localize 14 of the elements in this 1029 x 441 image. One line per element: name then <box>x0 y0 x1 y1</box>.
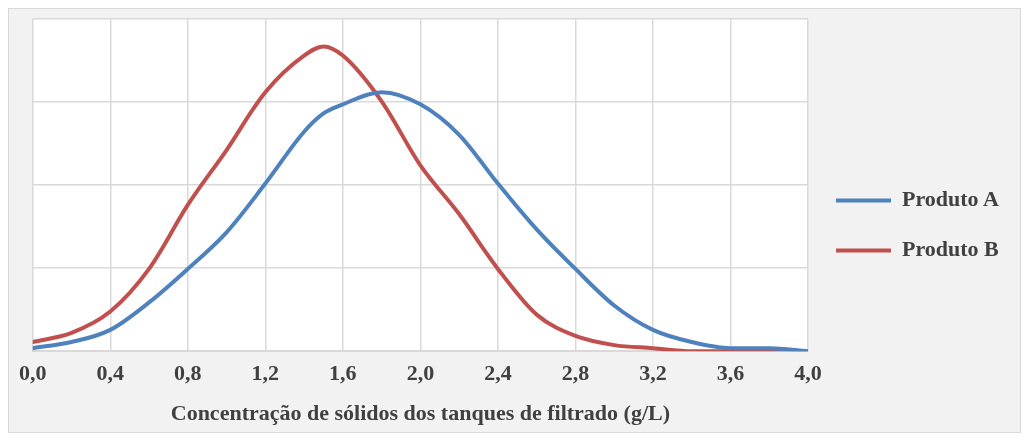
x-tick-label: 3,6 <box>716 360 745 386</box>
x-tick-label: 2,4 <box>484 360 512 386</box>
x-tick-label: 0,8 <box>174 360 202 386</box>
x-tick-label: 1,2 <box>251 360 280 386</box>
x-tick-label: 2,0 <box>406 360 435 386</box>
x-tick-label: 1,6 <box>329 360 357 386</box>
x-tick-label: 0,4 <box>96 360 125 386</box>
x-tick-label: 3,2 <box>639 360 667 386</box>
legend-label: Produto B <box>902 236 1000 262</box>
legend-label: Produto A <box>902 186 999 212</box>
x-tick-label: 0,0 <box>19 360 47 386</box>
x-tick-label: 4,0 <box>794 360 822 386</box>
x-axis-title: Concentração de sólidos dos tanques de filtrado (g/L) <box>170 400 671 426</box>
x-tick-label: 2,8 <box>561 360 590 386</box>
